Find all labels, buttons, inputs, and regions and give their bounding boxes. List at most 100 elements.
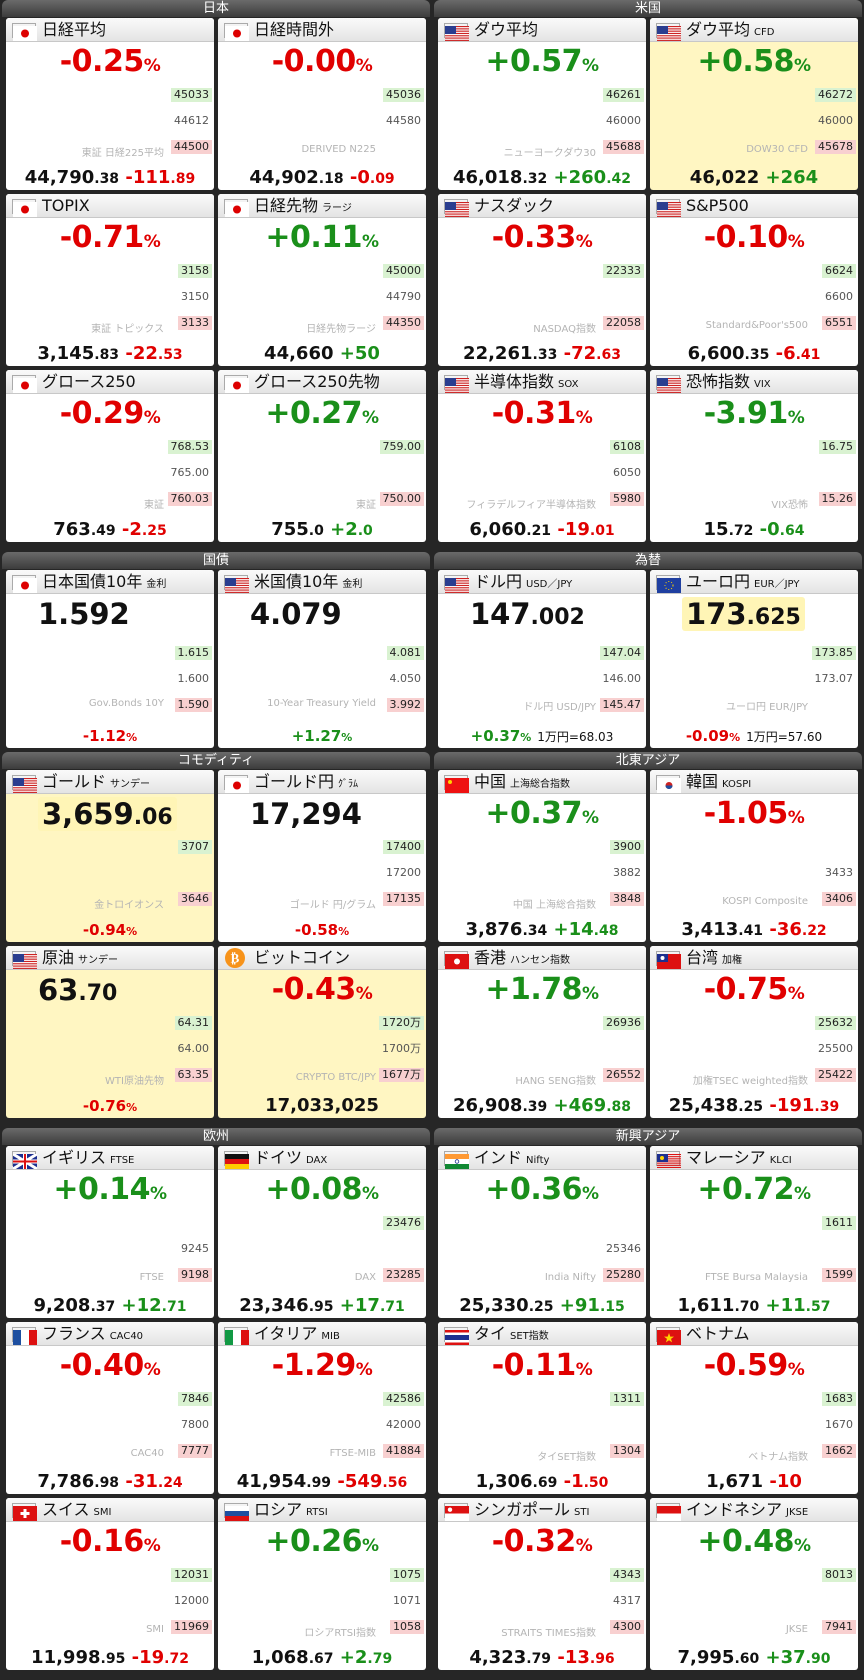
axis-label: 7941 (822, 1620, 856, 1634)
market-card[interactable]: グロース250 東証 768.53 765.00 760.03 -0.29% 763.49 … (6, 370, 214, 542)
market-card[interactable]: タイ SET指数 タイSET指数 1311 1304 -0.11% 1,306.69 -1.… (438, 1322, 646, 1494)
axis-label: 25632 (815, 1016, 856, 1030)
market-card[interactable]: ドイツ DAX DAX 23476 23285 +0.08% 23,346.95 +17.7… (218, 1146, 426, 1318)
market-card[interactable]: ₿ ビットコイン CRYPTO BTC/JPY 1720万 1700万 1677万 -0.4… (218, 946, 426, 1118)
card-name-sub: SOX (558, 379, 579, 390)
market-card[interactable]: 恐怖指数 VIX VIX恐怖 16.75 15.26 -3.91% 15.72 -0.64 (650, 370, 858, 542)
market-card[interactable]: ロシア RTSI ロシアRTSI指数 1075 1071 1058 +0.26% 1,068.… (218, 1498, 426, 1670)
flag-icon (12, 23, 37, 41)
change-main: -0 (349, 167, 370, 188)
market-card[interactable]: スイス SMI SMI 12031 12000 11969 -0.16% 11,998.95 … (6, 1498, 214, 1670)
market-card[interactable]: TOPIX 東証 トピックス 3158 3150 3133 -0.71% 3,145.83 … (6, 194, 214, 366)
section-title: 為替 (434, 552, 862, 569)
change-percent: +1.78% (438, 973, 646, 1011)
axis-label: 4.050 (389, 672, 422, 685)
market-card[interactable]: 日本国債10年 金利 Gov.Bonds 10Y 1.615 1.600 1.590 1.5… (6, 570, 214, 748)
card-header: 台湾 加権 (650, 946, 858, 970)
market-card[interactable]: 原油 サンデー WTI原油先物 64.31 64.00 63.35 63.70 -0.76% (6, 946, 214, 1118)
market-card[interactable]: ユーロ円 EUR／JPY ユーロ円 EUR/JPY 173.85 173.07 173.6… (650, 570, 858, 748)
change-main: -31 (125, 1471, 158, 1492)
change-decimal: .39 (814, 1099, 840, 1115)
market-card[interactable]: ダウ平均 CFD DOW30 CFD 46272 46000 45678 +0.58% 46,… (650, 18, 858, 190)
axis-label: 768.53 (167, 440, 212, 454)
axis-label: 44350 (383, 316, 424, 330)
change-percent: -0.09% (686, 727, 740, 745)
axis-label: 4.081 (386, 646, 424, 660)
change-percent: -0.25% (6, 45, 214, 83)
change-amount: +2.0 (330, 519, 373, 540)
axis-label: 46000 (818, 114, 853, 127)
change-amount: -72.63 (564, 343, 621, 364)
section-bonds: 国債 日本国債10年 金利 Gov.Bonds 10Y 1.615 1.600 1.590 1… (2, 552, 430, 748)
market-card[interactable]: ベトナム ベトナム指数 1683 1670 1662 -0.59% 1,671 -10 (650, 1322, 858, 1494)
market-card[interactable]: ゴールド サンデー 金トロイオンス 3707 3646 3,659.06 -0.94% (6, 770, 214, 942)
card-name-sub: STI (574, 1507, 590, 1518)
chart-watermark: ドル円 USD/JPY (523, 702, 596, 713)
market-card[interactable]: ダウ平均 ニューヨークダウ30 46261 46000 45688 +0.57% 46,01… (438, 18, 646, 190)
change-percent: -0.32% (438, 1525, 646, 1563)
change-amount: -22.53 (125, 343, 182, 364)
flag-icon (12, 1151, 38, 1169)
change-percent-value: -0.76 (82, 1097, 127, 1115)
axis-label: 1.600 (177, 672, 210, 685)
change-percent: +0.08% (218, 1173, 426, 1211)
change-percent: -0.10% (650, 221, 858, 259)
percent-unit: % (787, 1360, 805, 1380)
axis-label: 7777 (178, 1444, 212, 1458)
market-card[interactable]: 台湾 加権 加権TSEC weighted指数 25632 25500 25422 -0.7… (650, 946, 858, 1118)
market-card[interactable]: 香港 ハンセン指数 HANG SENG指数 26936 26552 +1.78% 26,90… (438, 946, 646, 1118)
market-card[interactable]: 日経先物 ラージ 日経先物ラージ 45000 44790 44350 +0.11% 44,66… (218, 194, 426, 366)
price-large: 1.592 (38, 596, 130, 636)
flag-icon (444, 199, 469, 217)
market-card[interactable]: ゴールド円 ｸﾞﾗﾑ ゴールド 円/グラム 17400 17200 17135 17,294… (218, 770, 426, 942)
price-decimal: .35 (744, 347, 770, 363)
market-card[interactable]: 韓国 KOSPI KOSPI Composite 3433 3406 -1.05% 3,41… (650, 770, 858, 942)
axis-label: 1670 (825, 1418, 853, 1431)
change-decimal: .63 (596, 347, 621, 363)
market-card[interactable]: インドネシア JKSE JKSE 8013 7941 +0.48% 7,995.60 +37… (650, 1498, 858, 1670)
market-card[interactable]: イタリア MIB FTSE-MIB 42586 42000 41884 -1.29% 41,9… (218, 1322, 426, 1494)
card-name-text: グロース250先物 (254, 372, 380, 391)
market-card[interactable]: 日経時間外 DERIVED N225 45036 44580 -0.00% 44,902.… (218, 18, 426, 190)
market-card[interactable]: 半導体指数 SOX フィラデルフィア半導体指数 6108 6050 5980 -0.31% 6… (438, 370, 646, 542)
card-name-text: インドネシア (686, 1500, 783, 1519)
price-decimal: .83 (94, 347, 120, 363)
flag-icon (12, 199, 37, 217)
market-card[interactable]: 米国債10年 金利 10-Year Treasury Yield 4.081 4.050… (218, 570, 426, 748)
market-card[interactable]: イギリス FTSE FTSE 9245 9198 +0.14% 9,208.37 +12.7… (6, 1146, 214, 1318)
market-card[interactable]: 中国 上海総合指数 中国 上海総合指数 3900 3882 3848 +0.37% 3,876… (438, 770, 646, 942)
market-card[interactable]: 日経平均 東証 日経225平均 45033 44612 44500 -0.25% 44,79… (6, 18, 214, 190)
market-card[interactable]: マレーシア KLCI FTSE Bursa Malaysia 1611 1599 +0.7… (650, 1146, 858, 1318)
card-name-text: ダウ平均 (686, 20, 751, 39)
card-name-text: ナスダック (474, 196, 555, 215)
card-name-sub: VIX (754, 379, 771, 390)
market-card[interactable]: グロース250先物 東証 759.00 750.00 +0.27% 755.0 +2.0 (218, 370, 426, 542)
price-large-decimal: .002 (530, 605, 585, 630)
market-card[interactable]: インド Nifty India Nifty 25346 25280 +0.36% 25,33… (438, 1146, 646, 1318)
axis-label: 11969 (171, 1620, 212, 1634)
card-header: ゴールド円 ｸﾞﾗﾑ (218, 770, 426, 794)
flag-icon (656, 951, 681, 969)
flag-icon (656, 199, 681, 217)
percent-unit: % (787, 408, 805, 428)
market-card[interactable]: S&P500 Standard&Poor's500 6624 6600 6551 -0.1… (650, 194, 858, 366)
price-large: 63.70 (38, 972, 117, 1012)
price-decimal: .34 (522, 923, 548, 939)
axis-label: 6050 (613, 466, 641, 479)
change-main: -36 (769, 919, 802, 940)
chart-watermark: フィラデルフィア半導体指数 (466, 500, 596, 511)
card-name-text: ゴールド (42, 772, 107, 791)
card-name-text: タイ (474, 1324, 507, 1343)
market-card[interactable]: ナスダック NASDAQ指数 22333 22058 -0.33% 22,261.33 -… (438, 194, 646, 366)
price-large-main: 4.079 (250, 597, 342, 631)
price-main: 44,660 (264, 343, 334, 364)
change-amount: -191.39 (769, 1095, 839, 1116)
market-card[interactable]: ドル円 USD／JPY ドル円 USD/JPY 147.04 146.00 145.47 1… (438, 570, 646, 748)
flag-icon (444, 1327, 469, 1345)
price-main: 1,306 (475, 1471, 533, 1492)
percent-unit: % (143, 56, 161, 76)
card-name-text: S&P500 (686, 196, 749, 215)
market-card[interactable]: フランス CAC40 CAC40 7846 7800 7777 -0.40% 7,786.98… (6, 1322, 214, 1494)
market-card[interactable]: シンガポール STI STRAITS TIMES指数 4343 4317 4300 -0.3… (438, 1498, 646, 1670)
change-main: -72 (563, 343, 597, 364)
